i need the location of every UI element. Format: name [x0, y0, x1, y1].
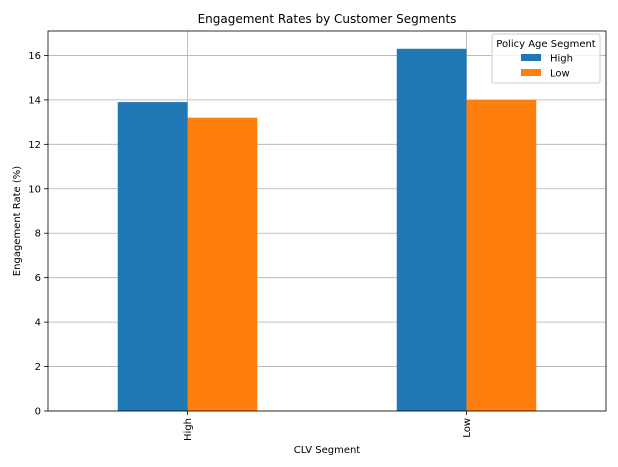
- y-tick-label: 14: [28, 95, 41, 106]
- y-tick-label: 16: [28, 51, 41, 62]
- legend-frame: [491, 33, 601, 84]
- legend-label-low: Low: [550, 69, 570, 80]
- bar-high-low: [396, 48, 467, 412]
- y-axis-ticks: 0 2 4 6 8 10 12 14 16: [28, 51, 48, 418]
- bar-low-high: [187, 117, 258, 412]
- y-tick-label: 2: [35, 362, 41, 373]
- legend-swatch-low: [521, 69, 541, 76]
- legend-label-high: High: [550, 54, 573, 65]
- y-tick-label: 6: [35, 273, 41, 284]
- plot-frame: [47, 30, 607, 412]
- y-axis-title: Engagement Rate (%): [12, 166, 23, 276]
- y-tick-label: 12: [28, 140, 41, 151]
- y-tick-label: 8: [35, 229, 41, 240]
- bar-high-high: [117, 102, 188, 411]
- y-tick-label: 4: [35, 318, 41, 329]
- legend-title: Policy Age Segment: [496, 39, 596, 50]
- axes: [47, 30, 607, 412]
- chart-title: Engagement Rates by Customer Segments: [198, 12, 457, 26]
- bars: [117, 48, 537, 412]
- x-axis-ticks: High Low: [183, 411, 473, 441]
- legend: Policy Age Segment High Low: [491, 33, 601, 84]
- x-tick-label: Low: [462, 418, 473, 438]
- x-axis-title: CLV Segment: [294, 445, 361, 456]
- x-tick-label: High: [183, 418, 194, 441]
- bar-low-low: [466, 99, 537, 411]
- y-tick-label: 10: [28, 184, 41, 195]
- legend-swatch-high: [521, 54, 541, 61]
- y-tick-label: 0: [35, 407, 41, 418]
- legend-items: High Low: [521, 54, 573, 80]
